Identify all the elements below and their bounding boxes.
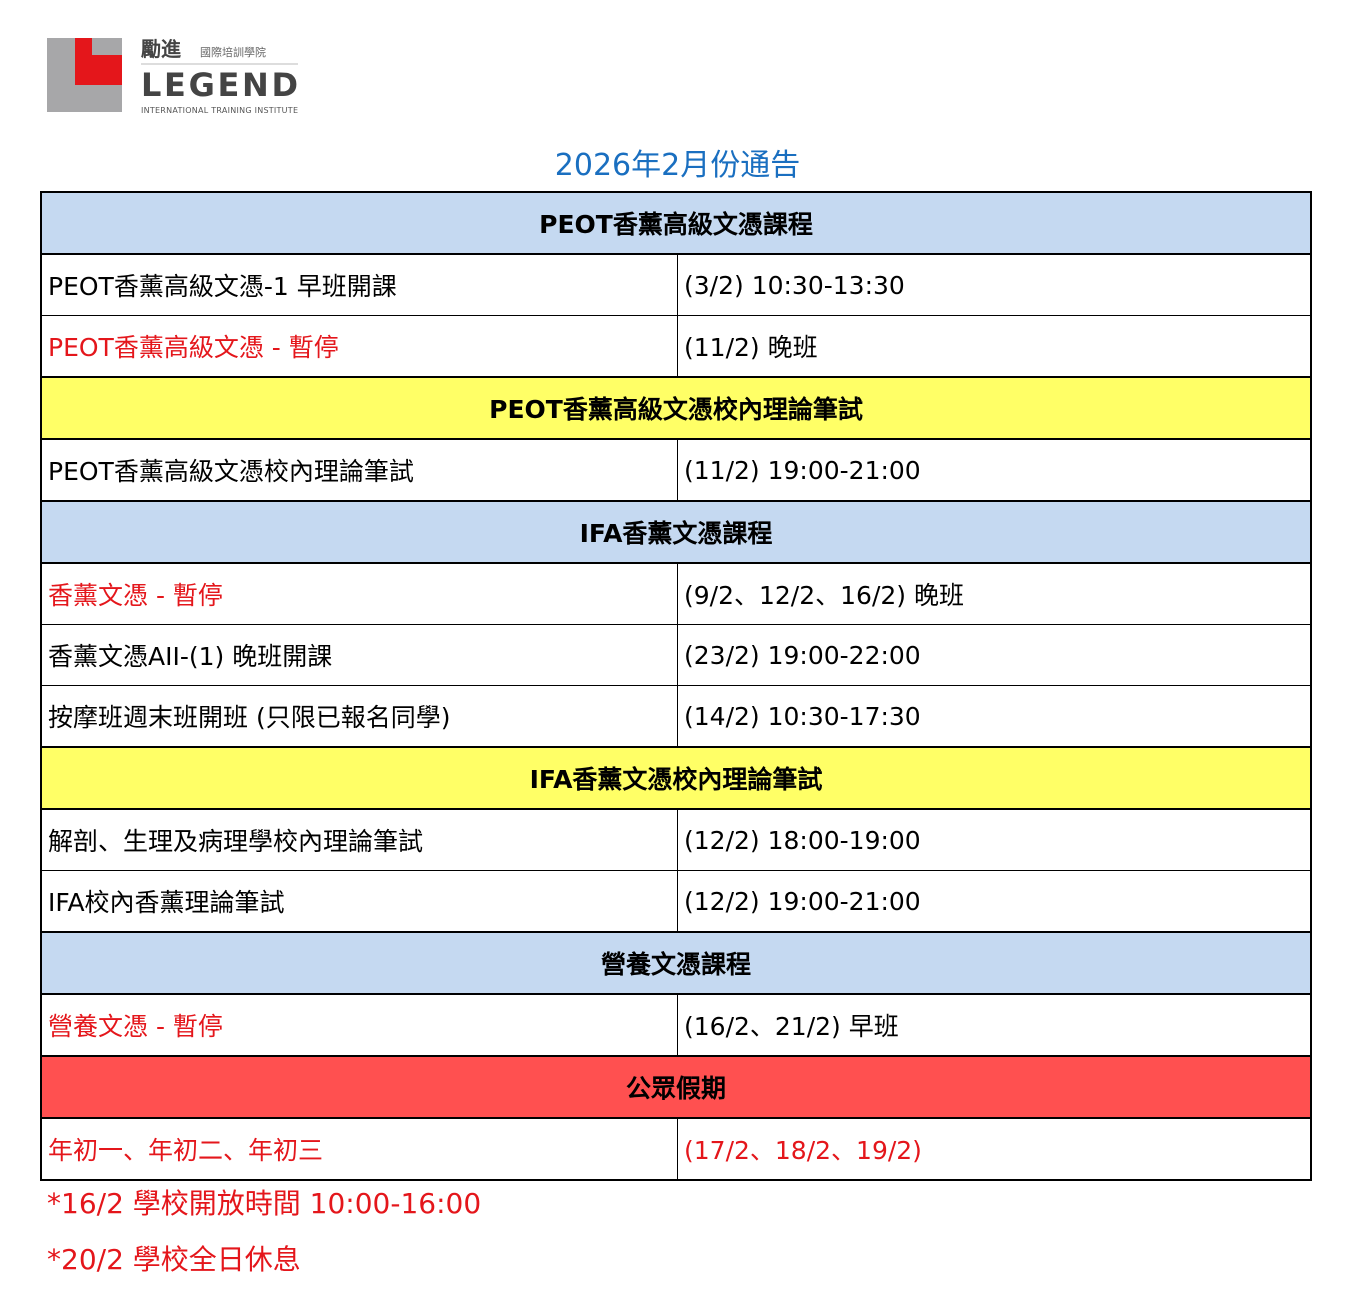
event-name: PEOT香薰高級文憑-1 早班開課 <box>40 253 678 316</box>
event-time: (17/2、18/2、19/2) <box>677 1117 1312 1181</box>
section-header-row: PEOT香薰高級文憑課程 <box>40 191 1312 255</box>
table-row: 營養文憑 - 暫停 (16/2、21/2) 早班 <box>40 993 1312 1057</box>
table-row: IFA校內香薰理論筆試 (12/2) 19:00-21:00 <box>40 870 1312 933</box>
event-time: (14/2) 10:30-17:30 <box>677 685 1312 748</box>
event-time: (9/2、12/2、16/2) 晚班 <box>677 562 1312 625</box>
legend-logo: 勵進 國際培訓學院 LEGEND INTERNATIONAL TRAINING … <box>47 38 298 115</box>
section-header-row: IFA香薰文憑課程 <box>40 500 1312 564</box>
table-row: 解剖、生理及病理學校內理論筆試 (12/2) 18:00-19:00 <box>40 808 1312 871</box>
table-row: 香薰文憑AII-(1) 晚班開課 (23/2) 19:00-22:00 <box>40 624 1312 686</box>
section-header-row: 公眾假期 <box>40 1055 1312 1119</box>
event-name: 按摩班週末班開班 (只限已報名同學) <box>40 685 678 748</box>
table-row: 年初一、年初二、年初三 (17/2、18/2、19/2) <box>40 1117 1312 1181</box>
event-time: (23/2) 19:00-22:00 <box>677 624 1312 686</box>
table-row: 香薰文憑 - 暫停 (9/2、12/2、16/2) 晚班 <box>40 562 1312 625</box>
section-header: PEOT香薰高級文憑課程 <box>40 191 1312 255</box>
event-time: (12/2) 19:00-21:00 <box>677 870 1312 933</box>
event-name: 年初一、年初二、年初三 <box>40 1117 678 1181</box>
event-time: (11/2) 19:00-21:00 <box>677 438 1312 502</box>
table-row: 按摩班週末班開班 (只限已報名同學) (14/2) 10:30-17:30 <box>40 685 1312 748</box>
page-title: 2026年2月份通告 <box>554 148 801 183</box>
event-name: PEOT香薰高級文憑校內理論筆試 <box>40 438 678 502</box>
table-row: PEOT香薰高級文憑-1 早班開課 (3/2) 10:30-13:30 <box>40 253 1312 316</box>
event-time: (3/2) 10:30-13:30 <box>677 253 1312 316</box>
section-header-row: 營養文憑課程 <box>40 931 1312 995</box>
schedule-table: PEOT香薰高級文憑課程 PEOT香薰高級文憑-1 早班開課 (3/2) 10:30… <box>40 191 1312 1181</box>
note-open-hours: *16/2 學校開放時間 10:00-16:00 <box>47 1187 482 1220</box>
table-row: PEOT香薰高級文憑 - 暫停 (11/2) 晚班 <box>40 315 1312 378</box>
section-header: IFA香薰文憑校內理論筆試 <box>40 746 1312 810</box>
logo-chinese: 勵進 <box>141 38 181 61</box>
section-header: IFA香薰文憑課程 <box>40 500 1312 564</box>
event-name: 香薰文憑 - 暫停 <box>40 562 678 625</box>
event-name: 營養文憑 - 暫停 <box>40 993 678 1057</box>
event-time: (12/2) 18:00-19:00 <box>677 808 1312 871</box>
section-header: 公眾假期 <box>40 1055 1312 1119</box>
section-header-row: IFA香薰文憑校內理論筆試 <box>40 746 1312 810</box>
section-header-row: PEOT香薰高級文憑校內理論筆試 <box>40 376 1312 440</box>
logo-english: LEGEND <box>141 66 298 104</box>
section-header: 營養文憑課程 <box>40 931 1312 995</box>
table-row: PEOT香薰高級文憑校內理論筆試 (11/2) 19:00-21:00 <box>40 438 1312 502</box>
event-name: PEOT香薰高級文憑 - 暫停 <box>40 315 678 378</box>
note-closed: *20/2 學校全日休息 <box>47 1243 301 1276</box>
event-name: 香薰文憑AII-(1) 晚班開課 <box>40 624 678 686</box>
section-header: PEOT香薰高級文憑校內理論筆試 <box>40 376 1312 440</box>
event-name: IFA校內香薰理論筆試 <box>40 870 678 933</box>
event-name: 解剖、生理及病理學校內理論筆試 <box>40 808 678 871</box>
logo-chinese-sub: 國際培訓學院 <box>200 45 266 59</box>
logo-english-sub: INTERNATIONAL TRAINING INSTITUTE <box>141 106 298 115</box>
event-time: (16/2、21/2) 早班 <box>677 993 1312 1057</box>
event-time: (11/2) 晚班 <box>677 315 1312 378</box>
